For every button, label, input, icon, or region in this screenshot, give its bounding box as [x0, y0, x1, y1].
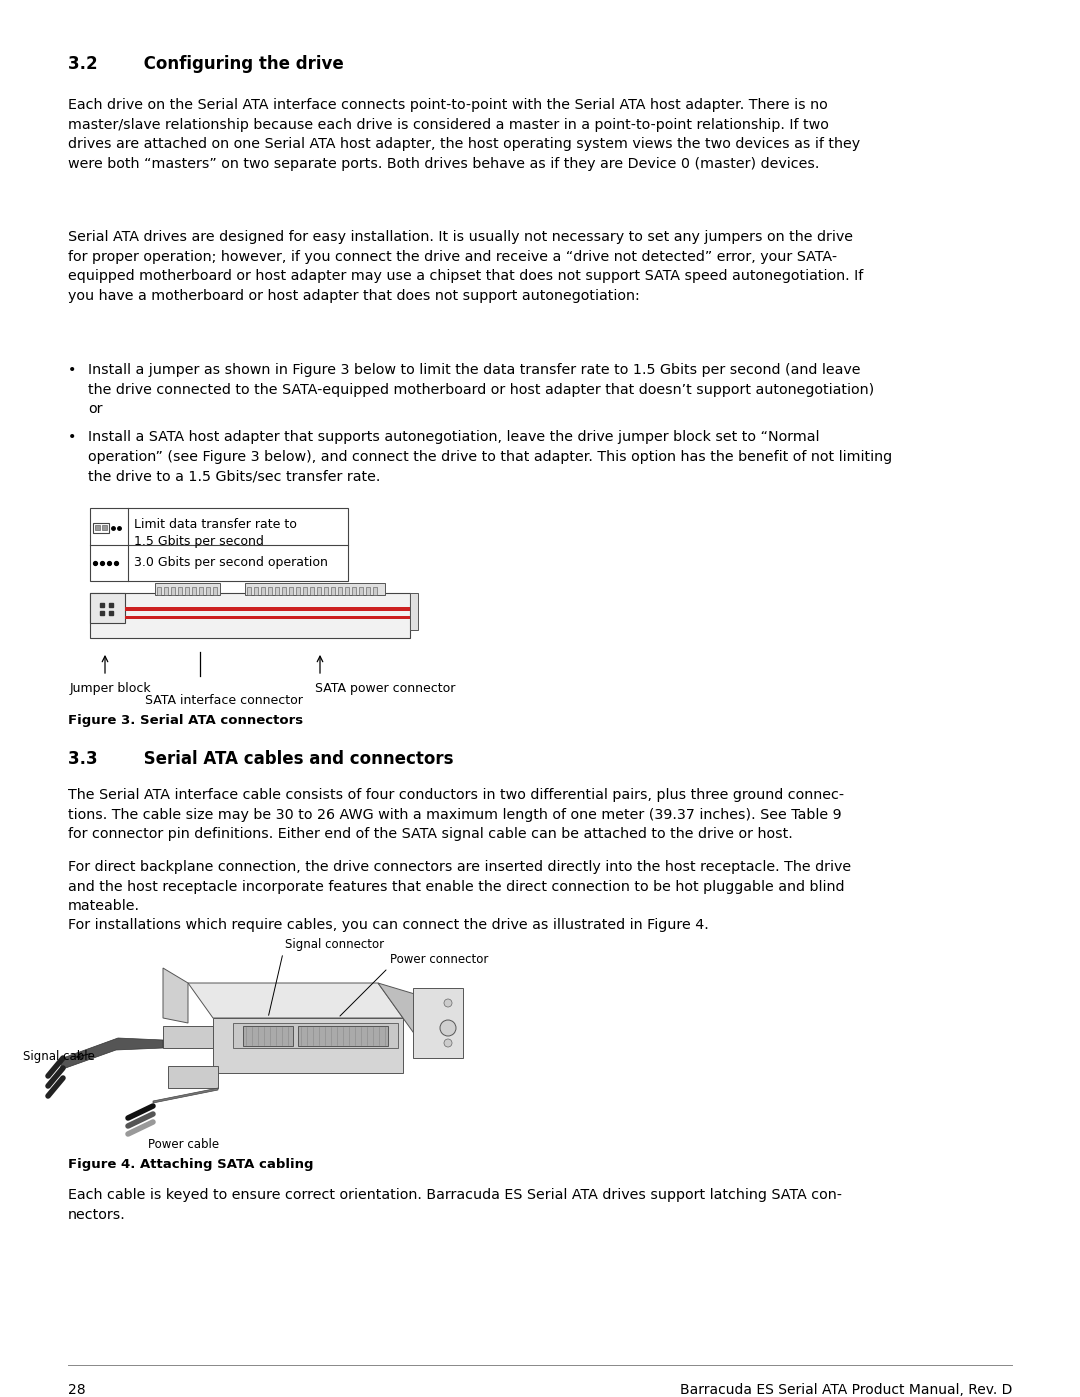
Bar	[156, 583, 220, 595]
Bar	[171, 587, 175, 595]
Circle shape	[444, 1039, 453, 1046]
Text: Power cable: Power cable	[148, 1139, 219, 1151]
Text: Each cable is keyed to ensure correct orientation. Barracuda ES Serial ATA drive: Each cable is keyed to ensure correct or…	[68, 1187, 842, 1222]
Bar	[125, 616, 410, 619]
Text: Each drive on the Serial ATA interface connects point-to-point with the Serial A: Each drive on the Serial ATA interface c…	[68, 98, 860, 172]
Bar	[102, 525, 107, 529]
Bar	[289, 587, 293, 595]
Text: 3.2        Configuring the drive: 3.2 Configuring the drive	[68, 54, 343, 73]
Text: 3.0 Gbits per second operation: 3.0 Gbits per second operation	[134, 556, 328, 569]
Text: Install a SATA host adapter that supports autonegotiation, leave the drive jumpe: Install a SATA host adapter that support…	[87, 430, 892, 483]
Bar	[330, 587, 335, 595]
Polygon shape	[243, 1025, 293, 1046]
Bar	[178, 587, 183, 595]
Text: •: •	[68, 430, 77, 444]
Text: Serial ATA drives are designed for easy installation. It is usually not necessar: Serial ATA drives are designed for easy …	[68, 231, 863, 303]
Polygon shape	[213, 1018, 403, 1073]
Circle shape	[440, 1020, 456, 1037]
Bar	[206, 587, 210, 595]
Bar	[185, 587, 189, 595]
Text: Signal connector: Signal connector	[285, 937, 384, 951]
Polygon shape	[60, 1038, 163, 1070]
Bar	[125, 608, 410, 610]
Polygon shape	[163, 1025, 213, 1048]
Bar	[296, 587, 300, 595]
Text: SATA power connector: SATA power connector	[315, 682, 456, 694]
Text: Signal cable: Signal cable	[23, 1051, 95, 1063]
Text: Power connector: Power connector	[390, 953, 488, 965]
Text: •: •	[68, 363, 77, 377]
Text: The Serial ATA interface cable consists of four conductors in two differential p: The Serial ATA interface cable consists …	[68, 788, 845, 841]
Bar	[268, 587, 272, 595]
Bar	[324, 587, 328, 595]
Bar	[93, 522, 109, 532]
Text: Limit data transfer rate to
1.5 Gbits per second: Limit data transfer rate to 1.5 Gbits pe…	[134, 518, 297, 548]
Polygon shape	[168, 1066, 218, 1088]
Text: Jumper block: Jumper block	[70, 682, 151, 694]
Bar	[90, 509, 348, 581]
Bar	[164, 587, 168, 595]
Polygon shape	[413, 988, 463, 1058]
Text: 3.3        Serial ATA cables and connectors: 3.3 Serial ATA cables and connectors	[68, 750, 454, 768]
Bar	[352, 587, 356, 595]
Bar	[247, 587, 251, 595]
Text: SATA interface connector: SATA interface connector	[145, 694, 302, 707]
Text: For direct backplane connection, the drive connectors are inserted directly into: For direct backplane connection, the dri…	[68, 861, 851, 914]
Bar	[199, 587, 203, 595]
Bar	[310, 587, 314, 595]
Bar	[338, 587, 342, 595]
Text: 28: 28	[68, 1383, 85, 1397]
Bar	[157, 587, 161, 595]
Text: Barracuda ES Serial ATA Product Manual, Rev. D: Barracuda ES Serial ATA Product Manual, …	[679, 1383, 1012, 1397]
Bar	[90, 592, 410, 638]
Bar	[261, 587, 265, 595]
Polygon shape	[298, 1025, 388, 1046]
Bar	[254, 587, 258, 595]
Bar	[192, 587, 195, 595]
Bar	[345, 587, 349, 595]
Polygon shape	[153, 1088, 218, 1104]
Bar	[318, 587, 321, 595]
Bar	[282, 587, 286, 595]
Polygon shape	[233, 1023, 399, 1048]
Bar	[373, 587, 377, 595]
Bar	[245, 583, 384, 595]
Text: For installations which require cables, you can connect the drive as illustrated: For installations which require cables, …	[68, 918, 708, 932]
Bar	[95, 525, 100, 529]
Text: Figure 3. Serial ATA connectors: Figure 3. Serial ATA connectors	[68, 714, 303, 726]
Bar	[90, 592, 125, 623]
Polygon shape	[378, 983, 428, 1053]
Circle shape	[444, 999, 453, 1007]
Bar	[275, 587, 279, 595]
Bar	[213, 587, 217, 595]
Polygon shape	[163, 968, 188, 1023]
Text: Install a jumper as shown in Figure 3 below to limit the data transfer rate to 1: Install a jumper as shown in Figure 3 be…	[87, 363, 874, 416]
Bar	[410, 592, 418, 630]
Bar	[359, 587, 363, 595]
Text: Figure 4. Attaching SATA cabling: Figure 4. Attaching SATA cabling	[68, 1158, 313, 1171]
Bar	[366, 587, 370, 595]
Polygon shape	[188, 983, 403, 1018]
Bar	[303, 587, 307, 595]
